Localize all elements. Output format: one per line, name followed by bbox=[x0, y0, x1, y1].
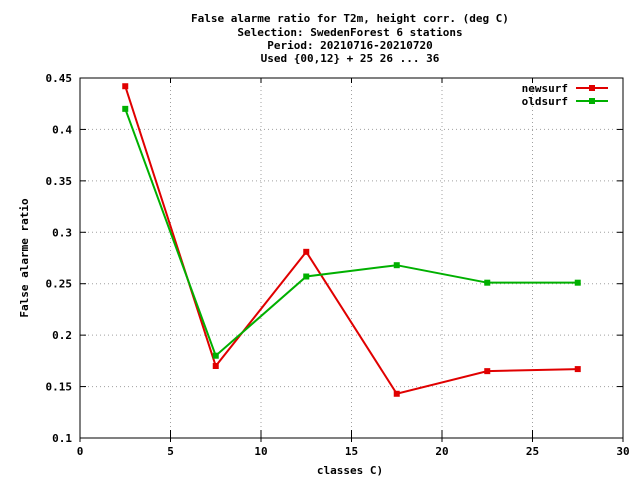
chart-title: False alarme ratio for T2m, height corr.… bbox=[191, 12, 509, 65]
x-tick-label: 10 bbox=[254, 445, 267, 458]
x-tick-label: 25 bbox=[526, 445, 539, 458]
series-group bbox=[122, 83, 581, 397]
y-axis-label: False alarme ratio bbox=[18, 198, 31, 318]
series-line-oldsurf bbox=[124, 108, 578, 358]
data-point-oldsurf bbox=[303, 273, 310, 280]
legend-swatch-marker-oldsurf bbox=[589, 98, 595, 104]
x-axis-ticks: 0 5 10 15 20 25 30 bbox=[77, 78, 630, 458]
y-tick-label: 0.1 bbox=[52, 432, 72, 445]
data-point-oldsurf bbox=[574, 279, 581, 286]
x-tick-label: 5 bbox=[167, 445, 174, 458]
y-axis-ticks: 0.1 0.15 0.2 0.25 0.3 0.35 0.4 0.45 bbox=[46, 72, 623, 445]
title-line-3: Period: 20210716-20210720 bbox=[267, 39, 433, 52]
title-line-4: Used {00,12} + 25 26 ... 36 bbox=[261, 52, 440, 65]
y-tick-label: 0.45 bbox=[46, 72, 73, 85]
legend-label-newsurf: newsurf bbox=[522, 82, 568, 95]
y-tick-label: 0.35 bbox=[46, 175, 73, 188]
y-tick-label: 0.2 bbox=[52, 329, 72, 342]
y-tick-label: 0.3 bbox=[52, 226, 72, 239]
grid bbox=[80, 78, 623, 438]
data-point-oldsurf bbox=[484, 279, 491, 286]
x-tick-label: 30 bbox=[616, 445, 629, 458]
y-tick-label: 0.15 bbox=[46, 381, 73, 394]
data-point-newsurf bbox=[393, 390, 400, 397]
title-line-1: False alarme ratio for T2m, height corr.… bbox=[191, 12, 509, 25]
x-axis-label: classes C) bbox=[317, 464, 383, 477]
data-point-newsurf bbox=[122, 83, 129, 90]
x-tick-label: 20 bbox=[435, 445, 448, 458]
series-line-newsurf bbox=[124, 85, 578, 395]
title-line-2: Selection: SwedenForest 6 stations bbox=[237, 26, 462, 39]
data-point-oldsurf bbox=[122, 105, 129, 112]
legend-swatch-marker-newsurf bbox=[589, 85, 595, 91]
data-point-newsurf bbox=[484, 368, 491, 375]
data-point-oldsurf bbox=[212, 352, 219, 359]
data-point-newsurf bbox=[303, 248, 310, 255]
y-tick-label: 0.4 bbox=[52, 123, 72, 136]
x-tick-label: 15 bbox=[345, 445, 358, 458]
y-tick-label: 0.25 bbox=[46, 278, 73, 291]
legend-label-oldsurf: oldsurf bbox=[522, 95, 568, 108]
data-point-newsurf bbox=[212, 363, 219, 369]
data-point-oldsurf bbox=[393, 262, 400, 269]
x-tick-label: 0 bbox=[77, 445, 84, 458]
data-point-newsurf bbox=[574, 366, 581, 373]
